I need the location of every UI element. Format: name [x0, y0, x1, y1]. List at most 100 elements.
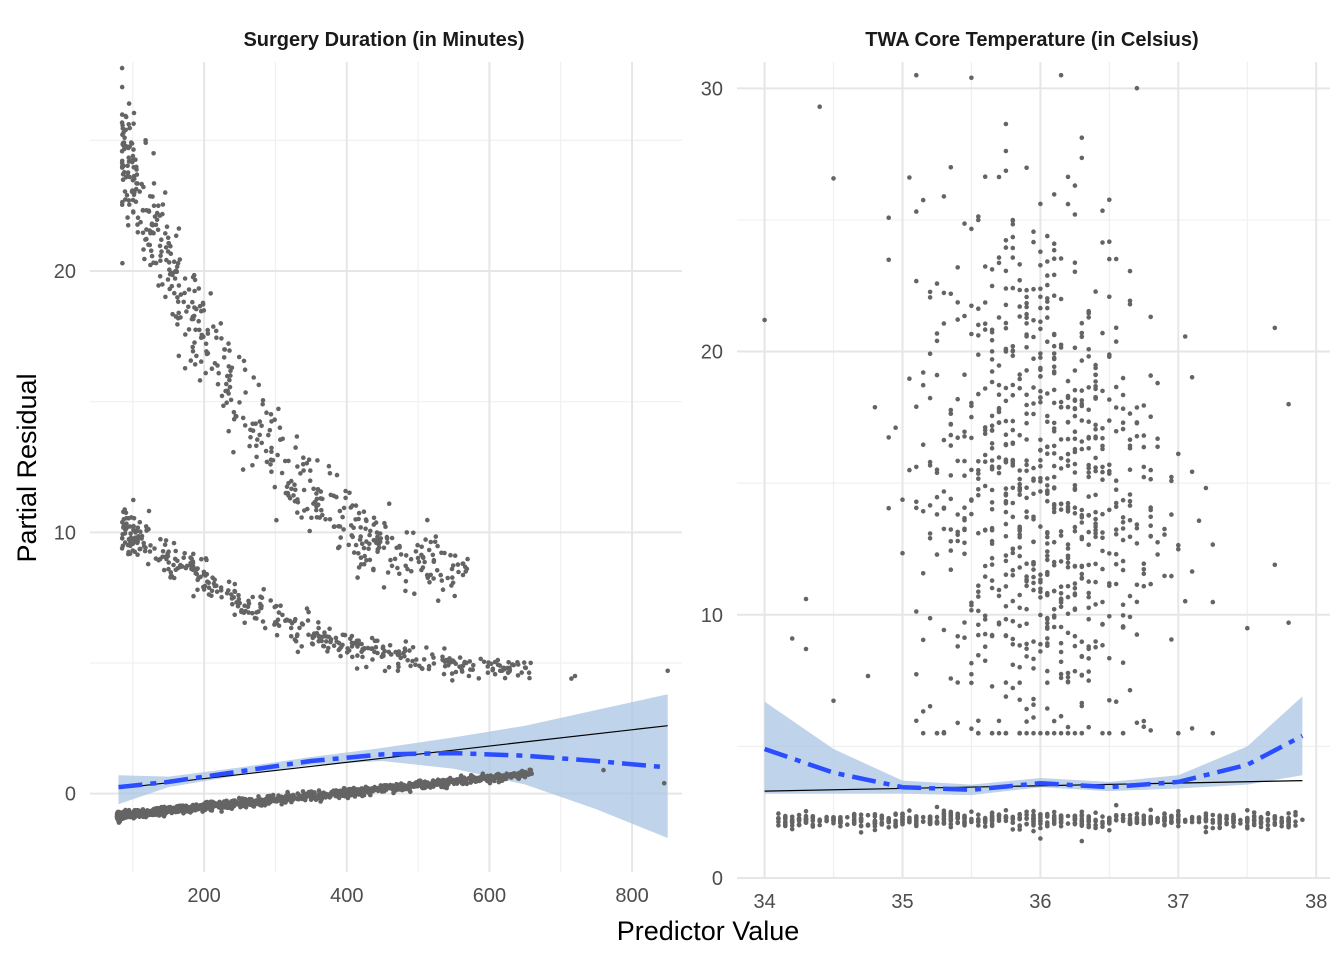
data-point: [1058, 675, 1064, 681]
data-point: [920, 382, 926, 388]
data-point: [1003, 238, 1009, 243]
data-point: [989, 487, 995, 493]
data-point: [242, 367, 248, 373]
data-point: [495, 662, 501, 668]
data-point: [1058, 649, 1064, 655]
data-point: [1079, 446, 1085, 452]
data-point: [1051, 420, 1057, 426]
data-point: [1003, 442, 1009, 448]
data-point: [934, 730, 940, 736]
data-point: [203, 370, 208, 376]
data-point: [914, 209, 919, 214]
data-point: [1045, 233, 1050, 239]
data-point: [1010, 245, 1016, 251]
data-point: [1038, 586, 1043, 592]
data-point: [441, 671, 447, 677]
data-point: [1010, 348, 1016, 353]
data-point: [195, 577, 200, 583]
data-point: [1113, 256, 1119, 262]
data-point: [934, 467, 940, 473]
data-point: [253, 799, 259, 805]
data-point: [1072, 449, 1078, 455]
data-point: [1072, 212, 1078, 217]
data-point: [1024, 821, 1029, 827]
data-point: [920, 709, 926, 714]
data-point: [1045, 706, 1050, 711]
data-point: [1093, 427, 1098, 432]
data-point: [1038, 305, 1043, 311]
data-point: [164, 556, 169, 562]
data-point: [178, 804, 184, 809]
data-point: [327, 626, 332, 632]
data-point: [996, 255, 1002, 260]
data-point: [363, 784, 369, 790]
data-point: [1003, 286, 1009, 291]
data-point: [1100, 548, 1105, 554]
data-point: [1038, 524, 1043, 529]
data-point: [1058, 437, 1064, 442]
data-point: [119, 535, 125, 541]
data-point: [254, 616, 259, 621]
data-point: [948, 539, 954, 544]
data-point: [976, 476, 981, 482]
data-point: [1100, 469, 1105, 475]
data-point: [1051, 730, 1057, 736]
data-point: [1003, 558, 1009, 564]
data-point: [191, 272, 197, 278]
data-point: [320, 792, 326, 797]
data-point: [299, 793, 304, 799]
data-point: [1086, 407, 1091, 413]
data-point: [1079, 388, 1085, 393]
data-point: [1141, 474, 1147, 480]
data-point: [293, 639, 299, 644]
data-point: [1024, 402, 1029, 408]
data-point: [1038, 595, 1043, 600]
data-point: [1120, 567, 1126, 573]
data-point: [402, 648, 408, 654]
data-point: [142, 256, 147, 262]
data-point: [216, 803, 222, 808]
data-point: [286, 480, 291, 486]
data-point: [1024, 641, 1029, 647]
data-point: [1155, 540, 1160, 545]
data-point: [1010, 827, 1016, 832]
data-point: [1058, 659, 1064, 665]
data-point: [242, 799, 248, 805]
data-point: [969, 660, 974, 666]
data-point: [982, 613, 988, 619]
data-point: [274, 632, 280, 638]
data-point: [230, 601, 235, 607]
data-point: [955, 720, 960, 726]
data-point: [1045, 296, 1050, 301]
data-point: [191, 593, 196, 599]
data-point: [394, 781, 399, 787]
data-point: [166, 566, 171, 572]
data-point: [1058, 559, 1064, 564]
data-point: [1100, 566, 1105, 572]
data-point: [367, 541, 372, 547]
data-point: [1079, 564, 1085, 570]
data-point: [121, 517, 127, 522]
data-point: [1127, 302, 1133, 307]
data-point: [392, 556, 398, 562]
data-point: [1017, 278, 1022, 283]
data-point: [1265, 822, 1271, 828]
data-point: [865, 822, 871, 827]
data-point: [1038, 365, 1043, 371]
data-point: [458, 774, 464, 780]
data-point: [1010, 418, 1016, 424]
data-point: [1003, 418, 1009, 424]
data-point: [941, 437, 947, 443]
data-point: [1148, 314, 1153, 320]
data-point: [1086, 465, 1091, 471]
data-point: [920, 819, 926, 824]
data-point: [907, 175, 912, 180]
data-point: [1031, 318, 1036, 323]
data-point: [1010, 642, 1016, 647]
residual-points: [762, 72, 1305, 844]
data-point: [1038, 814, 1043, 819]
data-point: [218, 321, 224, 326]
data-point: [357, 537, 363, 542]
data-point: [948, 567, 954, 572]
data-point: [1176, 808, 1181, 814]
